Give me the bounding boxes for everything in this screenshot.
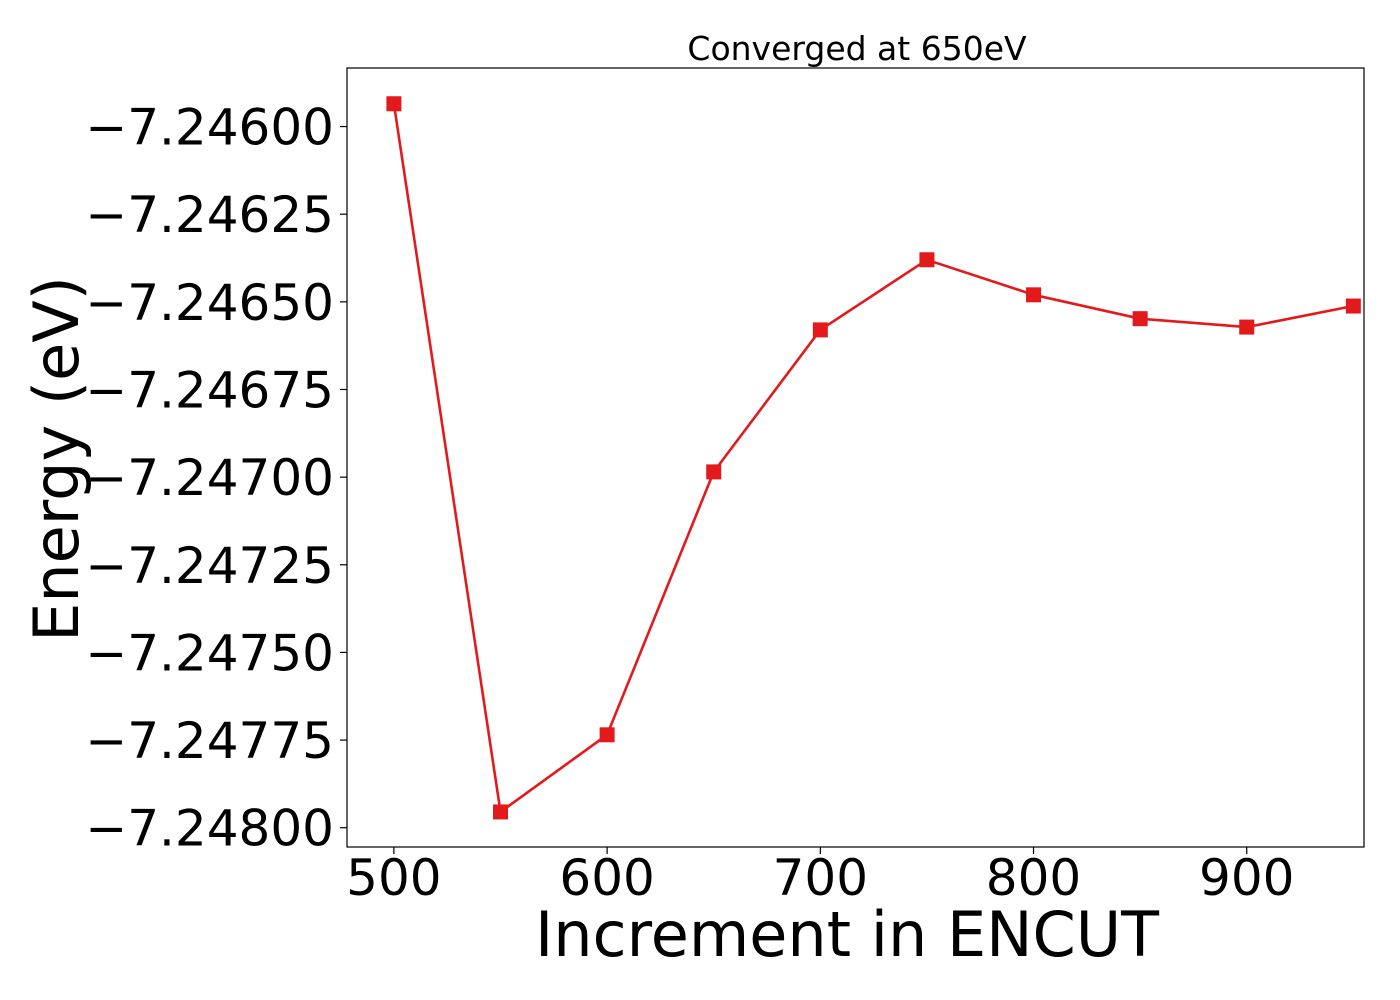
data-point-marker: [493, 804, 509, 820]
plot-area: [346, 67, 1365, 848]
y-axis: −7.24600 −7.24625 −7.24650 −7.24675 −7.24700…: [85, 99, 347, 858]
x-tick-label: 700: [773, 849, 868, 907]
y-tick-label: −7.24625: [85, 186, 334, 244]
y-tick-label: −7.24600: [85, 99, 334, 157]
series-layer: [386, 96, 1361, 820]
data-point-marker: [386, 96, 402, 112]
data-point-marker: [1026, 287, 1042, 303]
y-tick-label: −7.24750: [85, 624, 334, 682]
x-tick-label: 800: [986, 849, 1081, 907]
plot-frame: [346, 67, 1365, 848]
data-point-marker: [1239, 319, 1255, 335]
data-point-marker: [599, 727, 615, 743]
y-tick-label: −7.24675: [85, 361, 334, 419]
data-point-marker: [706, 464, 722, 480]
x-tick-label: 600: [559, 849, 654, 907]
x-axis-label: Increment in ENCUT: [535, 898, 1160, 971]
x-tick-label: 900: [1199, 849, 1294, 907]
data-point-marker: [1345, 298, 1361, 314]
data-point-marker: [812, 322, 828, 338]
y-tick-label: −7.24775: [85, 712, 334, 770]
series-line: [392, 103, 1354, 814]
chart-title: Converged at 650eV: [687, 29, 1027, 68]
x-tick-label: 500: [346, 849, 441, 907]
y-tick-label: −7.24650: [85, 274, 334, 332]
y-tick-label: −7.24725: [85, 537, 334, 595]
data-point-marker: [1132, 311, 1148, 327]
y-axis-label: Energy (eV): [20, 276, 93, 642]
y-tick-label: −7.24700: [85, 449, 334, 507]
y-tick-label: −7.24800: [85, 800, 334, 858]
x-axis: 500 600 700 800 900: [346, 847, 1294, 907]
data-point-marker: [919, 252, 935, 268]
